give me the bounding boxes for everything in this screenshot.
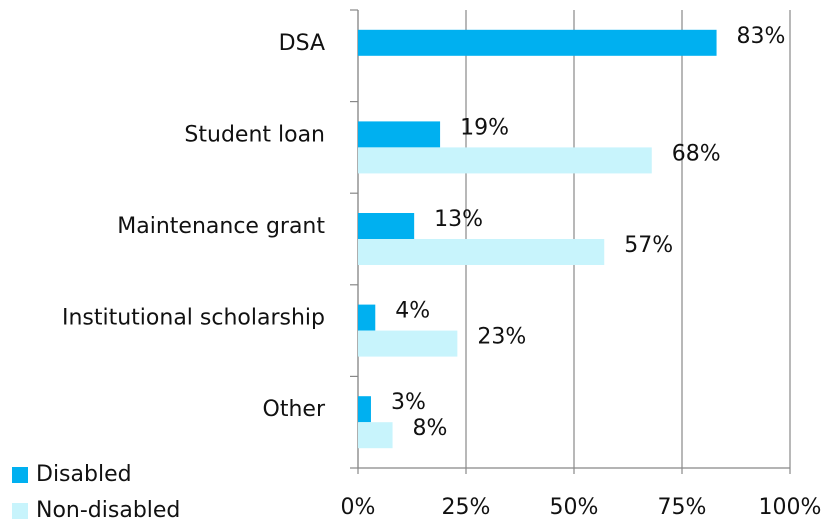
legend-label: Disabled	[36, 462, 132, 487]
bar	[358, 147, 652, 174]
y-tick-label: Maintenance grant	[117, 214, 325, 239]
value-label: 83%	[737, 24, 786, 49]
value-label: 4%	[395, 299, 430, 324]
legend-label: Non-disabled	[36, 498, 180, 523]
value-label: 68%	[672, 141, 721, 166]
x-tick-label: 100%	[759, 495, 822, 520]
value-label: 57%	[624, 233, 673, 258]
bar	[358, 304, 376, 331]
y-tick-label: Institutional scholarship	[62, 306, 325, 331]
bar	[358, 239, 605, 265]
y-tick-label: Student loan	[184, 122, 325, 147]
bar	[358, 422, 393, 449]
y-tick-label: DSA	[279, 31, 325, 56]
legend-swatch	[12, 467, 28, 483]
value-label: 23%	[477, 325, 526, 350]
x-tick-label: 75%	[658, 495, 707, 520]
bar	[358, 396, 371, 423]
bar	[358, 213, 415, 239]
legend-swatch	[12, 503, 28, 519]
bar	[358, 29, 717, 56]
x-tick-label: 50%	[550, 495, 599, 520]
y-tick-label: Other	[263, 397, 326, 422]
x-tick-label: 25%	[442, 495, 491, 520]
value-label: 3%	[391, 390, 426, 415]
value-label: 19%	[460, 115, 509, 140]
x-tick-label: 0%	[341, 495, 376, 520]
bar	[358, 121, 441, 148]
bar	[358, 330, 458, 357]
value-label: 8%	[413, 416, 448, 441]
value-label: 13%	[434, 207, 483, 232]
